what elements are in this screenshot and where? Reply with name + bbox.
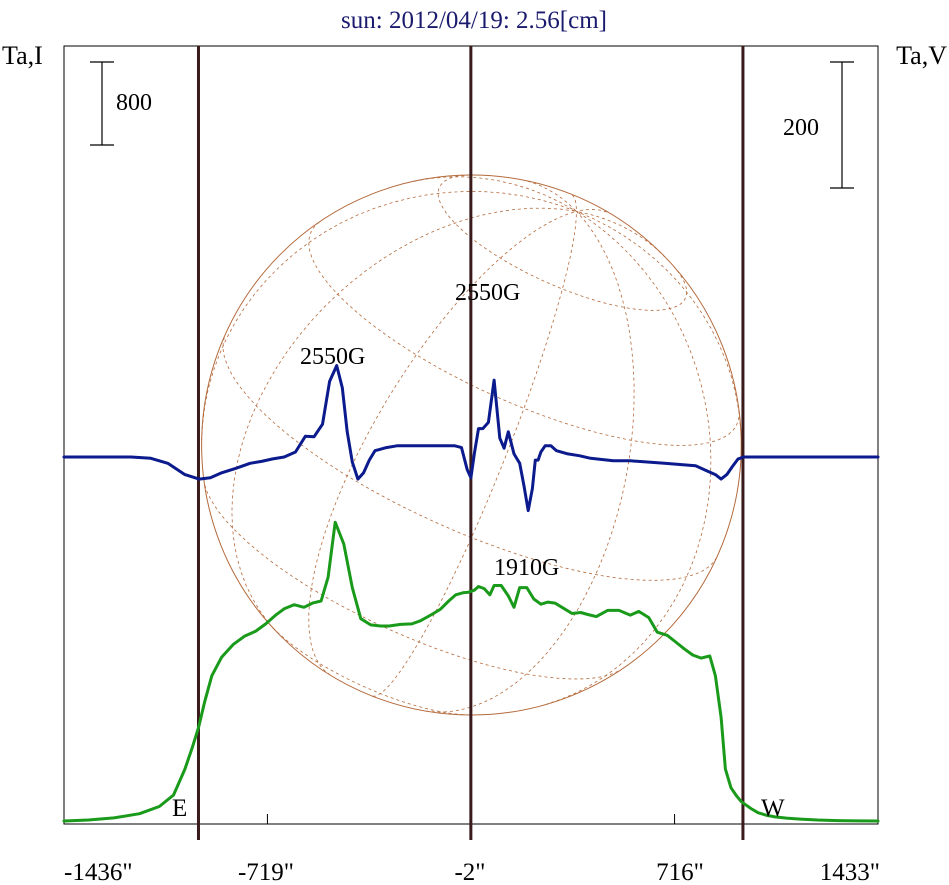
x-tick-label: 1433" xyxy=(820,859,880,885)
limb-markers xyxy=(196,46,745,840)
left-axis-label: Ta,I xyxy=(2,41,43,70)
annotation-2550g-left: 2550G xyxy=(300,344,365,370)
latitude-line xyxy=(308,221,740,446)
right-axis-label: Ta,V xyxy=(896,41,947,70)
longitude-line xyxy=(572,194,577,212)
latitude-line xyxy=(222,337,717,581)
longitude-line xyxy=(576,211,666,258)
intensity-series-line xyxy=(62,520,880,823)
x-tick-label: 716" xyxy=(656,859,704,885)
scale-bar-right xyxy=(830,61,854,189)
latitude-line xyxy=(272,627,467,716)
east-label: E xyxy=(172,795,187,822)
x-tick-label: -2" xyxy=(454,859,485,885)
latitude-line xyxy=(204,484,619,680)
longitude-line xyxy=(413,176,577,212)
polarization-series-line xyxy=(62,364,880,513)
annotation-2550g-center: 2550G xyxy=(455,280,520,306)
scale-left-label: 800 xyxy=(116,90,152,116)
series-layer xyxy=(62,364,880,823)
x-tick-label: -719" xyxy=(238,859,294,885)
x-tick-label: -1436" xyxy=(64,859,133,885)
longitude-line xyxy=(231,207,577,623)
west-label: W xyxy=(761,795,785,822)
longitude-line xyxy=(201,190,577,441)
scale-right-label: 200 xyxy=(783,115,819,141)
annotation-1910g: 1910G xyxy=(494,555,559,581)
longitude-line xyxy=(527,180,577,212)
longitude-line xyxy=(576,211,742,432)
longitude-line xyxy=(576,208,607,213)
longitude-line xyxy=(372,211,577,697)
scale-bar-left xyxy=(90,61,114,146)
chart-title: sun: 2012/04/19: 2.56[cm] xyxy=(341,7,607,34)
longitude-line xyxy=(545,211,712,705)
